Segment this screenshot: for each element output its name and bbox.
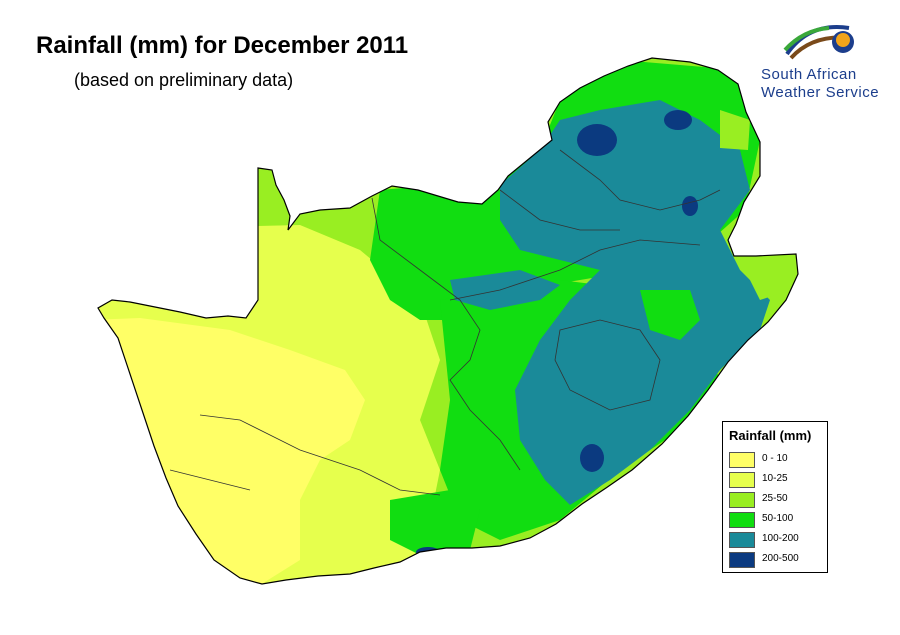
legend-swatch bbox=[729, 512, 755, 528]
zone-200-500-limpopo bbox=[577, 124, 617, 156]
legend: Rainfall (mm) 0 - 10 10-25 25-50 50-100 … bbox=[722, 421, 828, 573]
zone-100-200-strip bbox=[450, 270, 560, 310]
saws-logo: South African Weather Service bbox=[755, 14, 890, 106]
zone-200-500-eastcape bbox=[580, 444, 604, 472]
country-outline bbox=[97, 57, 799, 585]
zone-50-100-inlay bbox=[640, 290, 700, 340]
zone-200-500-mpumalanga bbox=[682, 196, 698, 216]
legend-swatch bbox=[729, 492, 755, 508]
zone-25-50-ne bbox=[720, 110, 750, 150]
legend-label: 25-50 bbox=[762, 493, 788, 504]
legend-item: 50-100 bbox=[729, 512, 825, 528]
rainfall-zones bbox=[98, 58, 798, 584]
zone-25-50-kzn bbox=[740, 258, 796, 300]
legend-swatch bbox=[729, 472, 755, 488]
legend-swatch bbox=[729, 452, 755, 468]
legend-swatch bbox=[729, 532, 755, 548]
legend-item: 200-500 bbox=[729, 552, 825, 568]
legend-item: 25-50 bbox=[729, 492, 825, 508]
legend-item: 100-200 bbox=[729, 532, 825, 548]
legend-label: 10-25 bbox=[762, 473, 788, 484]
zone-50-100-south bbox=[390, 490, 480, 555]
logo-text-line2: Weather Service bbox=[761, 84, 880, 101]
legend-label: 0 - 10 bbox=[762, 453, 788, 464]
legend-swatch bbox=[729, 552, 755, 568]
province-borders bbox=[169, 149, 721, 496]
legend-title: Rainfall (mm) bbox=[729, 428, 812, 443]
logo-text-line1: South African bbox=[761, 66, 857, 83]
zone-0-10-west bbox=[98, 318, 365, 584]
legend-label: 100-200 bbox=[762, 533, 799, 544]
legend-item: 0 - 10 bbox=[729, 452, 825, 468]
legend-label: 50-100 bbox=[762, 513, 794, 524]
logo-mark-icon bbox=[783, 25, 854, 60]
zone-100-200-east bbox=[500, 100, 770, 505]
map-title: Rainfall (mm) for December 2011 bbox=[36, 32, 409, 59]
legend-label: 200-500 bbox=[762, 553, 799, 564]
zone-200-500-ne bbox=[664, 110, 692, 130]
map-subtitle: (based on preliminary data) bbox=[74, 70, 294, 90]
legend-item: 10-25 bbox=[729, 472, 825, 488]
